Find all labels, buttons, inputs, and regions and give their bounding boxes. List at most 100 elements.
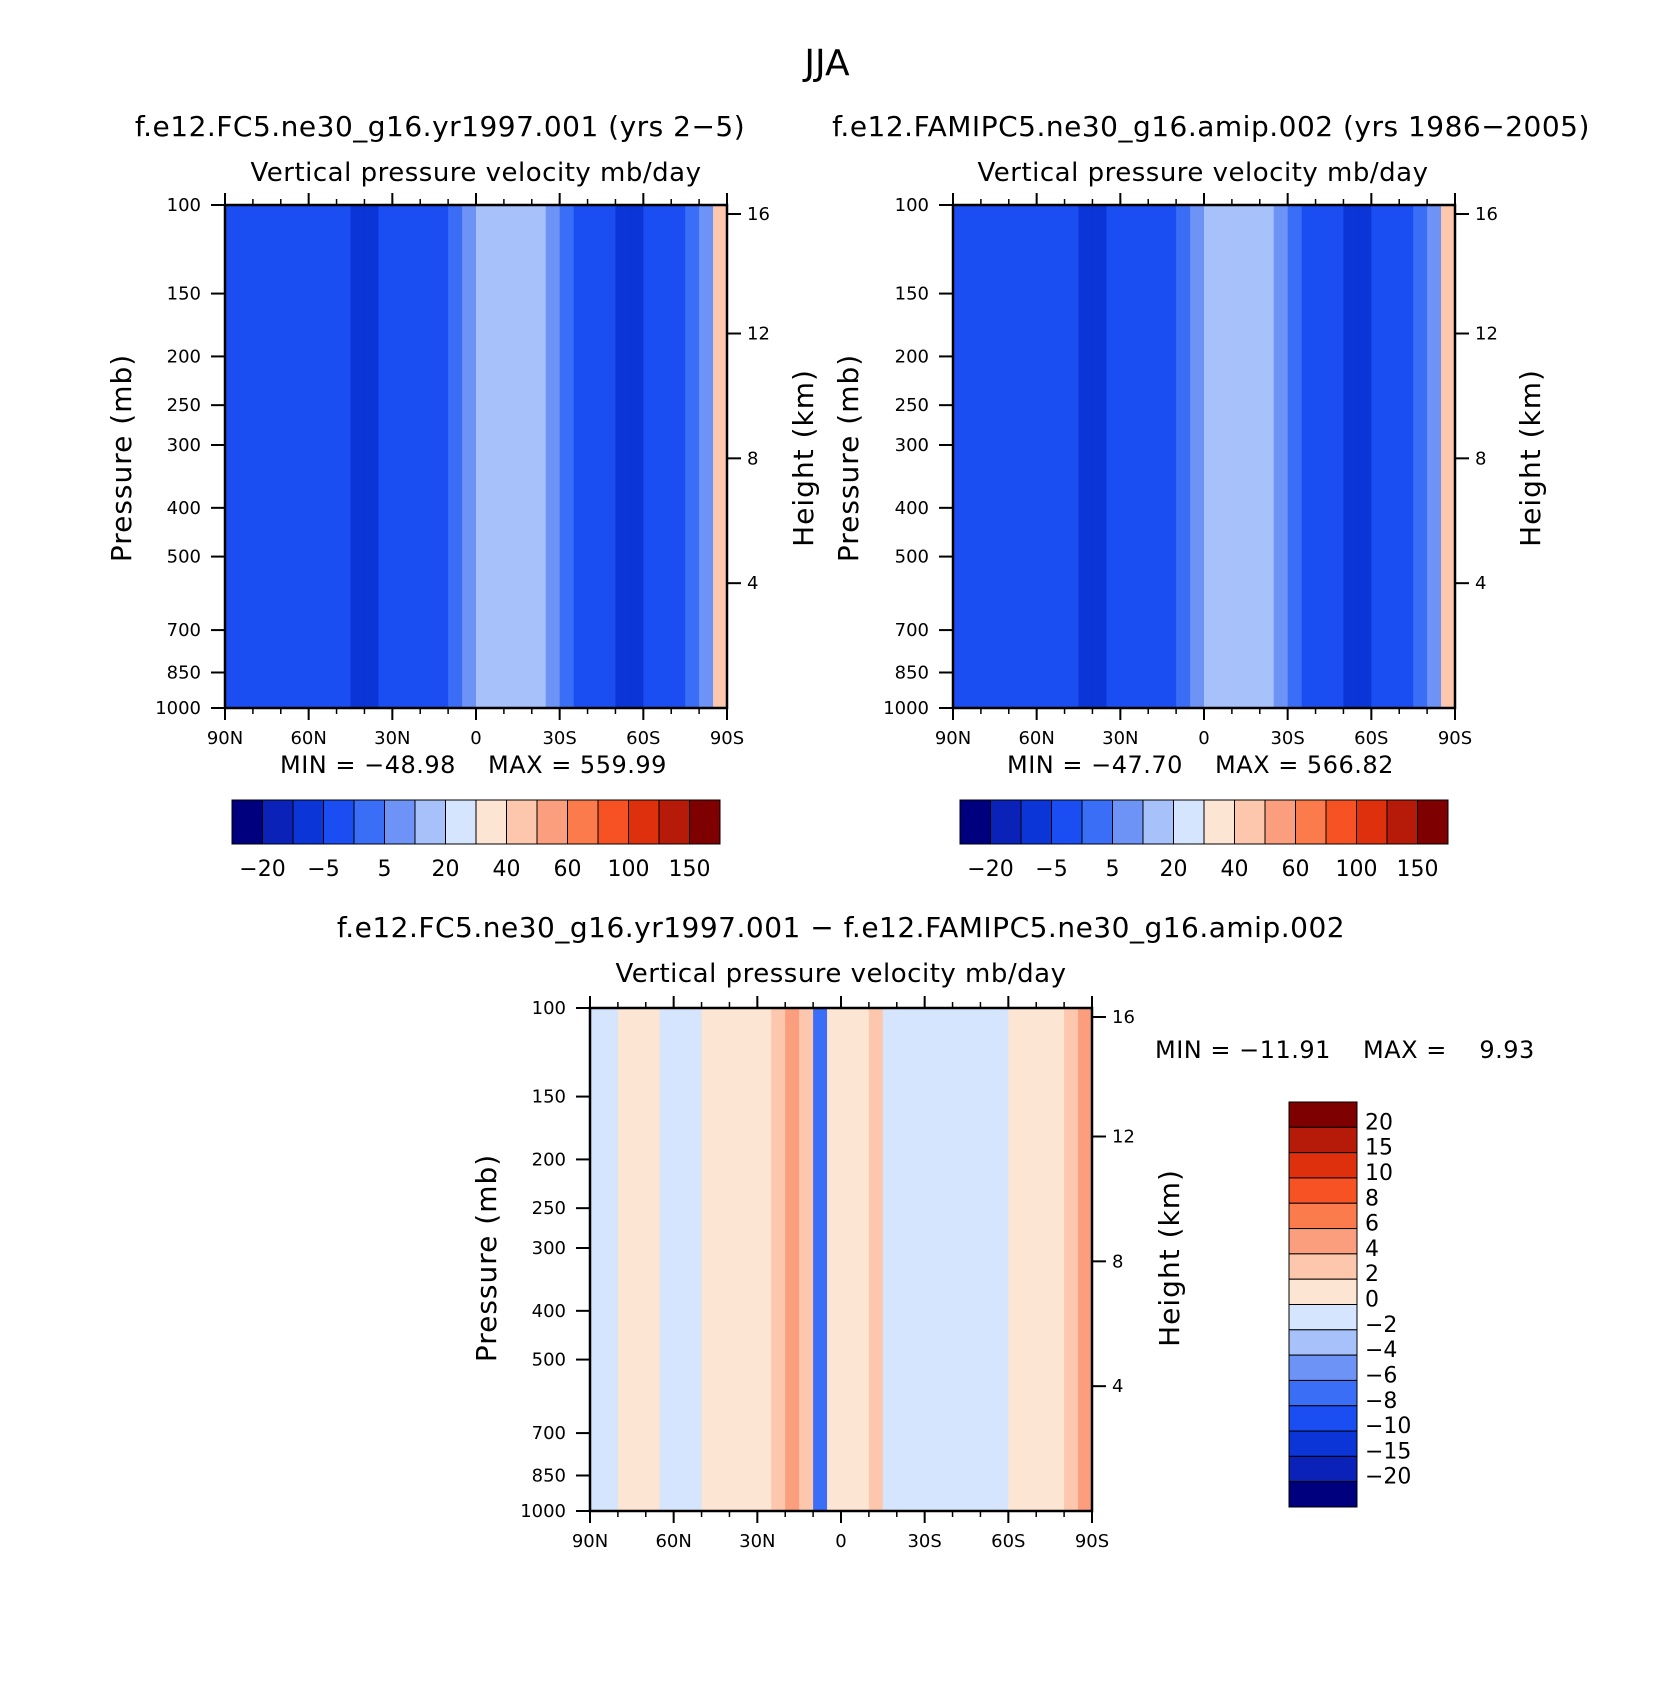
field-column [813, 1008, 828, 1511]
y-tick-label: 700 [167, 620, 201, 641]
field-column [252, 205, 268, 708]
colorbar-box [475, 799, 507, 845]
colorbar-box [1288, 1379, 1358, 1407]
field-column [643, 205, 658, 708]
y-tick-label: 850 [895, 662, 929, 683]
colorbar-box [1356, 799, 1388, 845]
field-column [1162, 205, 1177, 708]
colorbar-box [1288, 1253, 1358, 1280]
y-tick-label: 150 [532, 1087, 566, 1108]
colorbar-label: 4 [1365, 1237, 1379, 1262]
colorbar-label: 100 [608, 857, 650, 882]
field-column [392, 205, 407, 708]
y-tick-label: 1000 [155, 698, 201, 719]
field-column [629, 205, 644, 708]
colorbar-box [292, 799, 324, 845]
panel-1: f.e12.FC5.ne30_g16.yr1997.001 (yrs 2−5) … [105, 110, 820, 882]
y-tick-label: 150 [167, 284, 201, 305]
x-tick-label: 90N [935, 728, 971, 749]
field-column [1120, 205, 1135, 708]
colorbar-box [262, 799, 294, 845]
colorbar-box [1288, 1430, 1358, 1457]
panel-2-title: f.e12.FAMIPC5.ne30_g16.amip.002 (yrs 198… [832, 110, 1590, 143]
field-column [1050, 205, 1066, 708]
field-column [1190, 205, 1205, 708]
field-column [434, 205, 449, 708]
field-column [657, 205, 672, 708]
y-tick-label: 700 [895, 620, 929, 641]
field-column [799, 1008, 814, 1511]
y-tick-label: 500 [167, 547, 201, 568]
colorbar-label: −10 [1365, 1414, 1411, 1439]
x-tick-label: 30N [1102, 728, 1138, 749]
panel-3: f.e12.FC5.ne30_g16.yr1997.001 − f.e12.FA… [337, 911, 1534, 1552]
colorbar-box [1325, 799, 1357, 845]
field-column [1204, 205, 1219, 708]
field-column [1064, 205, 1080, 708]
panel-1-ylabel: Pressure (mb) [105, 354, 138, 562]
panel-1-max: MAX = 559.99 [488, 751, 667, 779]
field-column [603, 1008, 619, 1511]
field-column [238, 205, 254, 708]
y-tick-label: 700 [532, 1423, 566, 1444]
y-tick-label: 400 [532, 1301, 566, 1322]
colorbar-label: 40 [1221, 857, 1249, 882]
y-right-tick-label: 4 [1112, 1376, 1123, 1397]
field-column [1413, 205, 1428, 708]
field-column [882, 1008, 898, 1511]
colorbar-label: −20 [239, 857, 285, 882]
field-column [1231, 205, 1247, 708]
colorbar-box [1081, 799, 1113, 845]
field-column [503, 205, 519, 708]
panel-1-min: MIN = −48.98 [280, 751, 456, 779]
colorbar-box [1288, 1481, 1358, 1508]
x-tick-label: 30S [907, 1531, 941, 1552]
colorbar-box [353, 799, 385, 845]
colorbar-box [1288, 1126, 1358, 1154]
field-column [1217, 205, 1233, 708]
field-column [1106, 205, 1121, 708]
field-column [350, 205, 366, 708]
colorbar-box [536, 799, 568, 845]
panel-1-subtitle: Vertical pressure velocity mb/day [251, 158, 702, 188]
colorbar-label: 100 [1336, 857, 1378, 882]
field-column [294, 205, 310, 708]
y-tick-label: 1000 [883, 698, 929, 719]
field-column [966, 205, 982, 708]
field-column [1050, 1008, 1065, 1511]
y-tick-label: 850 [167, 662, 201, 683]
field-column [1427, 205, 1442, 708]
colorbar-box [1203, 799, 1235, 845]
colorbar-box [1288, 1278, 1358, 1305]
y-tick-label: 100 [167, 195, 201, 216]
field-column [827, 1008, 842, 1511]
panel-1-colorbar: −20 −5 5 20 40 60 100 150 [231, 799, 721, 882]
field-column [545, 205, 561, 708]
y-tick-label: 500 [895, 547, 929, 568]
colorbar-box [1288, 1228, 1358, 1255]
colorbar-box [1288, 1329, 1358, 1356]
x-tick-label: 90N [207, 728, 243, 749]
colorbar-box [1051, 799, 1083, 845]
field-column [938, 1008, 954, 1511]
colorbar-box [323, 799, 355, 845]
x-tick-label: 90N [572, 1531, 608, 1552]
field-column [517, 205, 533, 708]
field-column [336, 205, 352, 708]
field-column [1329, 205, 1345, 708]
field-column [631, 1008, 647, 1511]
field-column [1315, 205, 1331, 708]
field-column [590, 1008, 605, 1511]
x-tick-label: 60S [626, 728, 660, 749]
colorbar-box [384, 799, 416, 845]
panel-1-title: f.e12.FC5.ne30_g16.yr1997.001 (yrs 2−5) [135, 110, 745, 143]
panel-2-max: MAX = 566.82 [1215, 751, 1394, 779]
colorbar-box [1386, 799, 1418, 845]
field-column [615, 205, 630, 708]
field-column [1064, 1008, 1079, 1511]
y-tick-label: 500 [532, 1350, 566, 1371]
field-column [587, 205, 603, 708]
x-tick-label: 60S [991, 1531, 1025, 1552]
field-column [743, 1008, 758, 1511]
